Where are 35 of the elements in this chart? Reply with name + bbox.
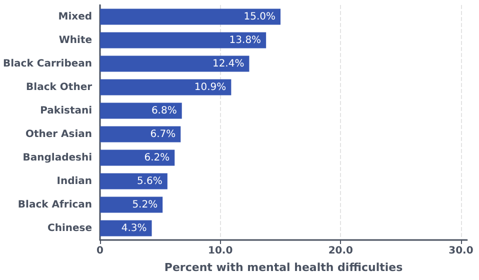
y-tick-label: Pakistani [40, 105, 92, 116]
bar [100, 220, 152, 236]
data-label: 6.7% [150, 128, 176, 140]
data-label: 4.3% [121, 222, 147, 234]
data-label: 5.2% [132, 199, 158, 210]
y-tick-label: Other Asian [25, 128, 92, 140]
y-tick-label: White [58, 34, 92, 46]
data-label: 6.8% [151, 105, 177, 116]
x-tick-label: 0 [96, 246, 104, 256]
bar [100, 173, 168, 190]
y-tick-label: Black African [18, 199, 92, 210]
y-tick-label: Black Carribean [2, 58, 92, 70]
bar [100, 8, 281, 25]
y-tick-label: Mixed [58, 11, 92, 22]
x-tick-label: 10.0 [208, 246, 233, 256]
bar [100, 126, 181, 142]
bar [100, 79, 232, 96]
bar [100, 56, 250, 72]
x-tick-label: 30.0 [448, 246, 474, 256]
data-label: 6.2% [144, 152, 170, 164]
bar [100, 196, 163, 213]
bar [100, 32, 266, 48]
data-label: 12.4% [212, 58, 244, 70]
bar [100, 102, 182, 119]
data-label: 15.0% [244, 11, 276, 22]
y-tick-label: Bangladeshi [22, 152, 92, 164]
y-tick-label: Indian [56, 176, 92, 187]
data-label: 5.6% [137, 176, 162, 187]
x-tick-label: 20.0 [328, 246, 354, 256]
data-label: 13.8% [229, 34, 262, 46]
data-label: 10.9% [194, 82, 226, 93]
y-tick-label: Chinese [48, 222, 92, 234]
x-axis-title: Percent with mental health difficulties [164, 261, 404, 274]
y-tick-label: Black Other [26, 82, 92, 93]
bar [100, 150, 175, 166]
